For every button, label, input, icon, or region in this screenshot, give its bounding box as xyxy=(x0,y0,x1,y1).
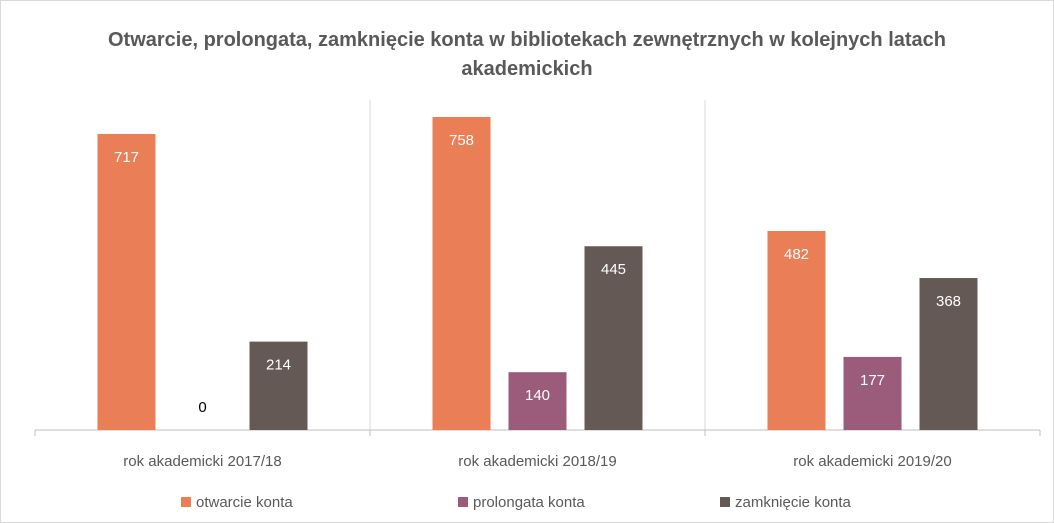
data-label: 140 xyxy=(525,387,550,404)
legend-label: prolongata konta xyxy=(473,494,585,511)
bar xyxy=(508,372,567,430)
data-label: 0 xyxy=(198,399,206,416)
bar xyxy=(432,117,491,430)
data-label: 445 xyxy=(601,261,626,278)
x-tick-label: rok akademicki 2017/18 xyxy=(123,453,281,470)
bar xyxy=(97,133,156,430)
legend-swatch xyxy=(720,497,730,507)
data-label: 758 xyxy=(449,132,474,149)
legend-swatch xyxy=(458,497,468,507)
x-tick-label: rok akademicki 2018/19 xyxy=(458,453,616,470)
legend-label: otwarcie konta xyxy=(196,494,293,511)
chart-title: Otwarcie, prolongata, zamknięcie konta w… xyxy=(107,29,946,80)
data-label: 368 xyxy=(936,293,961,310)
data-label: 482 xyxy=(784,246,809,263)
data-label: 214 xyxy=(266,357,291,374)
legend-label: zamknięcie konta xyxy=(735,494,852,511)
bar xyxy=(249,341,308,430)
bar xyxy=(767,230,826,430)
x-tick-label: rok akademicki 2019/20 xyxy=(793,453,951,470)
bar xyxy=(919,278,978,430)
legend-swatch xyxy=(181,497,191,507)
bar xyxy=(843,356,902,430)
bar xyxy=(584,246,643,430)
data-label: 177 xyxy=(860,372,885,389)
data-label: 717 xyxy=(114,149,139,166)
